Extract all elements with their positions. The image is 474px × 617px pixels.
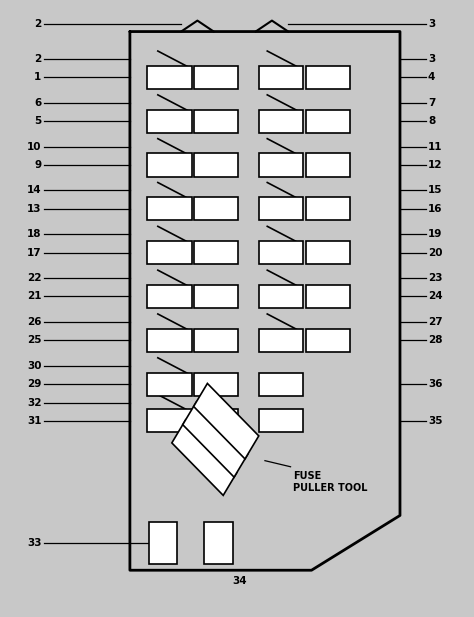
Text: 2: 2 xyxy=(34,54,41,64)
Bar xyxy=(147,154,191,176)
Text: 25: 25 xyxy=(27,335,41,346)
Text: 30: 30 xyxy=(27,361,41,371)
Text: 10: 10 xyxy=(27,141,41,152)
Bar xyxy=(148,521,177,564)
Text: 36: 36 xyxy=(428,379,442,389)
Bar xyxy=(259,66,303,89)
Bar xyxy=(194,241,238,264)
Bar xyxy=(147,110,191,133)
Text: 19: 19 xyxy=(428,230,442,239)
Text: 13: 13 xyxy=(27,204,41,214)
Bar xyxy=(204,521,233,564)
Bar xyxy=(306,241,350,264)
Text: 17: 17 xyxy=(27,247,41,258)
Bar xyxy=(194,329,238,352)
Bar xyxy=(147,409,191,433)
Text: 4: 4 xyxy=(428,72,435,82)
Text: 33: 33 xyxy=(27,538,41,548)
Text: 8: 8 xyxy=(428,116,435,126)
Text: 22: 22 xyxy=(27,273,41,283)
Text: 21: 21 xyxy=(27,291,41,302)
Bar xyxy=(147,285,191,308)
Text: 16: 16 xyxy=(428,204,442,214)
Text: FUSE
PULLER TOOL: FUSE PULLER TOOL xyxy=(293,471,367,493)
Text: 3: 3 xyxy=(428,54,435,64)
Bar xyxy=(194,154,238,176)
Text: 15: 15 xyxy=(428,186,442,196)
Bar xyxy=(147,66,191,89)
Text: 6: 6 xyxy=(34,97,41,108)
Text: 28: 28 xyxy=(428,335,442,346)
Text: 26: 26 xyxy=(27,317,41,327)
Text: 27: 27 xyxy=(428,317,443,327)
Bar xyxy=(306,285,350,308)
Text: 14: 14 xyxy=(27,186,41,196)
Bar xyxy=(194,285,238,308)
Bar xyxy=(259,154,303,176)
Bar xyxy=(306,197,350,220)
Bar xyxy=(147,329,191,352)
Text: 5: 5 xyxy=(34,116,41,126)
Bar xyxy=(259,409,303,433)
Bar xyxy=(259,110,303,133)
Bar xyxy=(194,409,238,433)
Bar xyxy=(194,110,238,133)
Text: 31: 31 xyxy=(27,416,41,426)
Text: 34: 34 xyxy=(232,576,247,586)
Polygon shape xyxy=(172,420,237,495)
Polygon shape xyxy=(183,402,248,477)
Bar xyxy=(194,197,238,220)
Bar xyxy=(259,241,303,264)
Text: 11: 11 xyxy=(428,141,442,152)
Text: 18: 18 xyxy=(27,230,41,239)
Text: 9: 9 xyxy=(34,160,41,170)
Text: 2: 2 xyxy=(34,19,41,29)
Text: 35: 35 xyxy=(428,416,442,426)
Bar xyxy=(259,373,303,395)
Text: 20: 20 xyxy=(428,247,442,258)
Bar xyxy=(147,241,191,264)
Bar xyxy=(306,329,350,352)
Bar xyxy=(194,373,238,395)
Bar xyxy=(194,66,238,89)
Text: 29: 29 xyxy=(27,379,41,389)
Bar xyxy=(259,329,303,352)
Bar xyxy=(306,154,350,176)
Text: 32: 32 xyxy=(27,397,41,407)
Bar xyxy=(259,197,303,220)
Bar xyxy=(306,66,350,89)
Bar xyxy=(147,373,191,395)
Text: 24: 24 xyxy=(428,291,443,302)
Bar xyxy=(147,197,191,220)
Polygon shape xyxy=(193,383,259,459)
Bar xyxy=(306,110,350,133)
Text: 7: 7 xyxy=(428,97,435,108)
Text: 3: 3 xyxy=(428,19,435,29)
Bar xyxy=(259,285,303,308)
Text: 12: 12 xyxy=(428,160,442,170)
Text: 23: 23 xyxy=(428,273,442,283)
Text: 1: 1 xyxy=(34,72,41,82)
